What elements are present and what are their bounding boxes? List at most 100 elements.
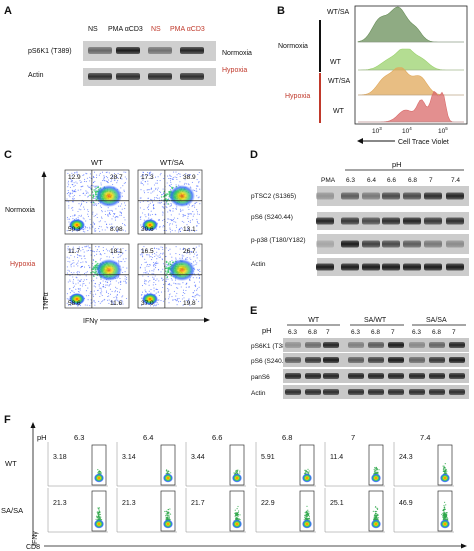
event-dot [188,301,190,303]
event-dot [192,299,194,301]
quadrant-value-bl: 50.3 [68,226,81,233]
event-dot [178,297,180,300]
event-dot [111,223,113,225]
event-dot [111,301,113,303]
event-dot [165,517,167,519]
event-dot [118,205,120,207]
event-dot [196,211,199,213]
event-dot [96,250,98,252]
event-dot [156,197,158,199]
event-dot [109,209,111,211]
event-dot [153,263,155,265]
event-dot [104,286,106,288]
event-dot [151,199,153,201]
event-dot [96,515,98,517]
event-dot [166,470,168,472]
row-label: panS6 [251,374,270,381]
event-dot [94,286,97,288]
panel-a-letter: A [4,5,12,17]
event-dot [198,277,201,279]
event-dot [195,246,197,248]
event-dot [306,517,308,519]
event-dot [120,254,122,256]
event-dot [148,217,150,219]
event-dot [175,208,177,210]
event-dot [445,513,447,515]
event-dot [99,230,101,232]
event-dot [147,276,149,278]
event-dot [86,191,88,193]
event-dot [235,514,237,516]
event-dot [87,210,89,213]
percent-value: 25.1 [330,500,344,507]
event-dot [157,197,159,200]
event-dot [125,258,127,260]
event-dot [118,261,120,263]
event-dot [152,264,155,266]
event-dot [90,201,92,203]
event-dot [180,286,182,288]
blot-band [348,373,364,379]
event-dot [87,299,89,301]
event-dot [82,261,84,263]
event-dot [175,300,177,302]
event-dot [123,189,125,191]
event-dot [198,196,200,198]
blot-band [323,389,339,395]
event-dot [185,172,187,175]
event-dot [176,174,178,176]
event-dot [67,269,69,271]
event-dot [77,290,79,293]
panel-f-letter: F [4,414,11,426]
event-dot [116,231,119,233]
event-dot [102,300,104,302]
quadrant-value-br: 19.8 [183,300,196,307]
event-dot [95,177,98,179]
event-dot [74,213,76,216]
event-dot [69,193,71,195]
event-dot [84,258,86,260]
event-dot [92,294,94,296]
event-dot [83,266,86,268]
event-dot [444,470,447,472]
event-dot [179,208,181,210]
event-dot [107,210,109,212]
panel-f-row-1: WT [5,459,17,468]
event-dot [70,254,72,256]
event-dot [168,284,170,286]
density-core [142,293,158,305]
event-dot [98,514,100,516]
event-dot [193,213,195,215]
event-dot [306,471,309,473]
event-dot [160,172,162,174]
event-dot [150,188,153,190]
event-dot [167,517,169,519]
event-dot [82,174,84,177]
event-dot [171,259,173,261]
event-dot [80,255,82,257]
event-dot [196,229,198,231]
event-dot [186,282,188,284]
event-dot [443,504,445,507]
event-dot [99,282,101,284]
blot-band [449,342,465,348]
event-dot [119,260,121,262]
event-dot [123,280,125,282]
event-dot [111,248,113,250]
event-dot [147,180,149,182]
event-dot [71,290,73,292]
event-dot [146,265,148,267]
event-dot [194,253,196,255]
event-dot [170,183,172,185]
event-dot [194,203,196,205]
event-dot [108,299,110,301]
density-core [302,519,312,529]
event-dot [189,213,191,215]
event-dot [120,212,122,214]
blot-band [305,373,321,379]
event-dot [143,281,146,283]
event-dot [113,172,116,175]
event-dot [100,278,102,280]
event-dot [80,189,82,191]
event-dot [375,515,377,517]
